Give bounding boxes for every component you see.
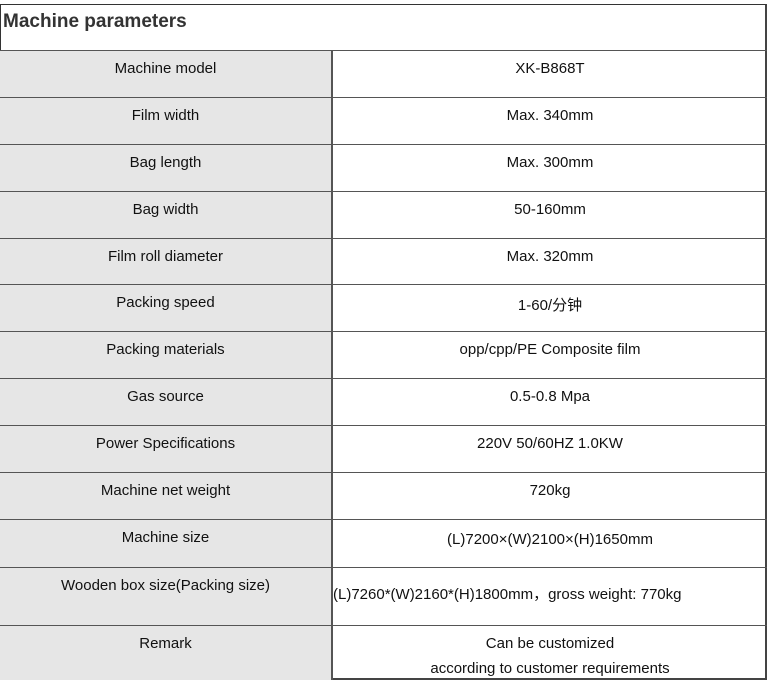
param-label: Film roll diameter [0, 239, 333, 284]
param-label: Power Specifications [0, 426, 333, 472]
param-label: Machine model [0, 51, 333, 97]
table-row: Bag length Max. 300mm [0, 144, 767, 191]
param-value: 0.5-0.8 Mpa [333, 379, 767, 425]
param-value: (L)7260*(W)2160*(H)1800mm，gross weight: … [333, 568, 767, 625]
table-row: Packing materials opp/cpp/PE Composite fi… [0, 331, 767, 378]
param-label: Gas source [0, 379, 333, 425]
param-value-text: 0.5-0.8 Mpa [509, 388, 591, 405]
param-value: Max. 320mm [333, 239, 767, 284]
param-value: 50-160mm [333, 192, 767, 238]
table-row: Machine size (L)7200×(W)2100×(H)1650mm [0, 519, 767, 567]
param-value: opp/cpp/PE Composite film [333, 332, 767, 378]
table-row: Bag width 50-160mm [0, 191, 767, 238]
param-value-text: XK-B868T [515, 60, 585, 77]
param-value-text: 220V 50/60HZ 1.0KW [477, 435, 623, 452]
param-value-text: opp/cpp/PE Composite film [459, 341, 641, 358]
param-value-text: (L)7260*(W)2160*(H)1800mm，gross weight: … [333, 586, 682, 603]
param-value: 720kg [333, 473, 767, 519]
param-label: Machine size [0, 520, 333, 567]
table-row: Power Specifications 220V 50/60HZ 1.0KW [0, 425, 767, 472]
table-row: Film roll diameter Max. 320mm [0, 238, 767, 284]
table-row: Wooden box size(Packing size) (L)7260*(W)… [0, 567, 767, 625]
table-row: Remark Can be customized according to cust… [0, 625, 767, 680]
param-value-text: Max. 300mm [506, 154, 594, 171]
param-value-text: 50-160mm [514, 201, 586, 218]
table-row: Gas source 0.5-0.8 Mpa [0, 378, 767, 425]
param-value: Can be customized according to customer r… [333, 626, 767, 680]
param-value-text-2: according to customer requirements [430, 660, 670, 677]
param-value-text: 1-60/分钟 [517, 297, 583, 314]
param-label: Remark [0, 626, 333, 680]
param-value-text: Max. 340mm [506, 107, 594, 124]
param-label: Bag length [0, 145, 333, 191]
param-value: Max. 340mm [333, 98, 767, 144]
param-value: XK-B868T [333, 51, 767, 97]
section-title: Machine parameters [3, 11, 187, 32]
param-label: Packing materials [0, 332, 333, 378]
param-label: Machine net weight [0, 473, 333, 519]
param-value-text: Can be customized [485, 635, 615, 652]
param-label: Wooden box size(Packing size) [0, 568, 333, 625]
param-label: Bag width [0, 192, 333, 238]
param-value-text: 720kg [529, 482, 571, 499]
table-row: Film width Max. 340mm [0, 97, 767, 144]
param-label: Film width [0, 98, 333, 144]
param-value: (L)7200×(W)2100×(H)1650mm [333, 520, 767, 567]
param-value-text: (L)7200×(W)2100×(H)1650mm [447, 531, 653, 548]
param-value: 220V 50/60HZ 1.0KW [333, 426, 767, 472]
param-value: Max. 300mm [333, 145, 767, 191]
param-value-text: Max. 320mm [506, 248, 594, 265]
table-row: Machine model XK-B868T [0, 50, 767, 97]
table-row: Packing speed 1-60/分钟 [0, 284, 767, 331]
table-row: Machine net weight 720kg [0, 472, 767, 519]
param-value: 1-60/分钟 [333, 285, 767, 331]
param-label: Packing speed [0, 285, 333, 331]
